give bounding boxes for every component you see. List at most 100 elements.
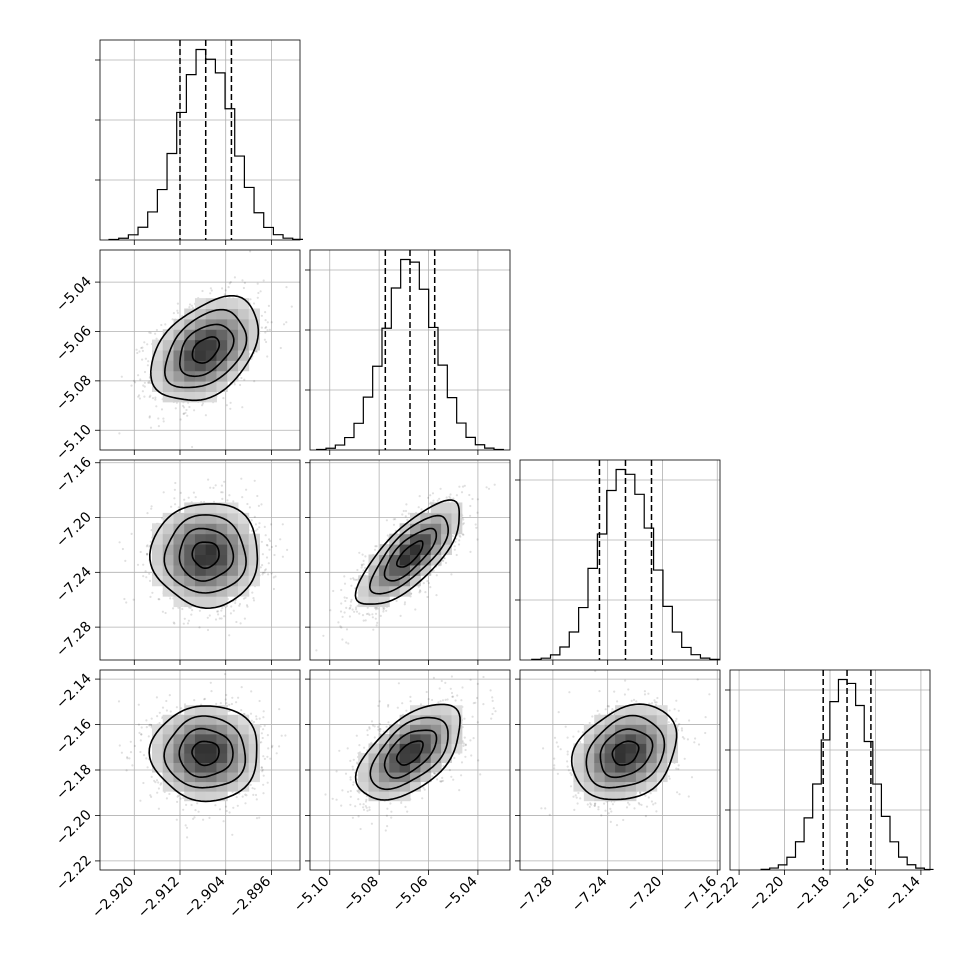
density-cell xyxy=(410,533,421,545)
scatter-point xyxy=(189,606,192,610)
scatter-point xyxy=(164,323,167,326)
scatter-point xyxy=(136,563,140,566)
density-cell xyxy=(152,564,164,576)
scatter-point xyxy=(154,398,157,401)
scatter-point xyxy=(399,614,402,618)
density-cell xyxy=(227,564,239,576)
y-tick-label: −5.10 xyxy=(53,422,95,464)
density-cell xyxy=(152,360,164,372)
scatter-point xyxy=(145,576,148,579)
y-tick-label: −5.08 xyxy=(53,372,95,414)
scatter-point xyxy=(172,607,175,610)
scatter-point xyxy=(270,746,274,749)
scatter-point xyxy=(455,494,458,497)
density-cell xyxy=(173,350,185,361)
y-tick-label: −7.20 xyxy=(53,509,95,551)
scatter-point xyxy=(426,580,429,583)
scatter-point xyxy=(261,553,264,556)
density-cell xyxy=(194,360,207,372)
scatter-point xyxy=(148,331,151,334)
density-cell xyxy=(205,585,217,597)
scatter-point xyxy=(235,620,238,624)
scatter-point xyxy=(382,608,385,611)
scatter-point xyxy=(209,287,212,290)
scatter-point xyxy=(458,539,461,542)
density-cell xyxy=(173,564,185,576)
scatter-point xyxy=(214,618,218,621)
density-cell xyxy=(162,585,174,597)
scatter-point xyxy=(435,594,438,597)
density-cell xyxy=(216,308,228,320)
scatter-point xyxy=(174,481,177,485)
density-cell xyxy=(184,575,196,587)
density-cell xyxy=(420,564,432,576)
scatter-point xyxy=(155,337,158,340)
scatter-point xyxy=(261,571,265,574)
contour-level xyxy=(368,514,450,595)
density-cell xyxy=(162,381,174,392)
density-cell xyxy=(248,544,260,556)
scatter-point xyxy=(217,613,220,616)
scatter-point xyxy=(243,281,246,284)
scatter-point xyxy=(343,575,346,578)
scatter-point xyxy=(266,321,269,324)
scatter-point xyxy=(172,621,175,624)
scatter-point xyxy=(263,569,266,572)
scatter-point xyxy=(193,409,196,412)
scatter-point xyxy=(238,604,241,607)
scatter-point xyxy=(438,497,441,500)
density-cell xyxy=(420,544,432,556)
density-cell xyxy=(216,564,228,576)
scatter-point xyxy=(245,488,248,491)
density-cell xyxy=(410,544,421,556)
scatter-point xyxy=(285,286,288,289)
scatter-point xyxy=(264,534,267,537)
scatter-point xyxy=(414,608,417,611)
scatter-point xyxy=(417,506,420,509)
scatter-point xyxy=(435,574,438,577)
scatter-point xyxy=(267,562,270,565)
density-cell xyxy=(152,523,164,535)
contour-level xyxy=(354,499,460,605)
scatter-point xyxy=(256,494,259,498)
scatter-point xyxy=(256,528,259,531)
scatter-point xyxy=(458,485,461,488)
density-cell xyxy=(358,596,370,608)
scatter-point xyxy=(362,563,365,566)
scatter-point xyxy=(345,641,348,644)
scatter-point xyxy=(138,394,141,397)
scatter-point xyxy=(474,523,477,526)
scatter-point xyxy=(254,529,257,532)
density-cell xyxy=(237,360,250,372)
scatter-point xyxy=(257,291,260,295)
panel-content xyxy=(118,477,289,637)
density-cell xyxy=(451,523,463,535)
density-cell xyxy=(162,564,174,576)
scatter-point xyxy=(223,293,226,296)
density-cell xyxy=(205,575,217,587)
scatter-point xyxy=(448,495,451,498)
scatter-point xyxy=(143,370,147,374)
scatter-point xyxy=(458,534,461,537)
density-cell xyxy=(184,502,196,514)
scatter-point xyxy=(432,569,435,572)
histogram-panel-2-2 xyxy=(515,459,721,665)
scatter-point xyxy=(177,606,180,609)
y-tick-label: −5.06 xyxy=(53,323,95,365)
scatter-point xyxy=(216,610,219,613)
scatter-point xyxy=(190,613,193,616)
scatter-point xyxy=(286,548,289,552)
scatter-point xyxy=(230,605,233,608)
scatter-point xyxy=(362,569,365,572)
scatter-point xyxy=(424,591,427,594)
scatter-point xyxy=(143,385,146,388)
scatter-point xyxy=(137,374,140,377)
y-tick-label: −7.24 xyxy=(53,564,95,606)
density-cell xyxy=(451,512,463,524)
scatter-point xyxy=(224,673,227,676)
density-cell xyxy=(173,318,185,330)
density-cell xyxy=(430,523,442,535)
scatter-point xyxy=(285,321,288,324)
density-cell xyxy=(216,298,228,310)
